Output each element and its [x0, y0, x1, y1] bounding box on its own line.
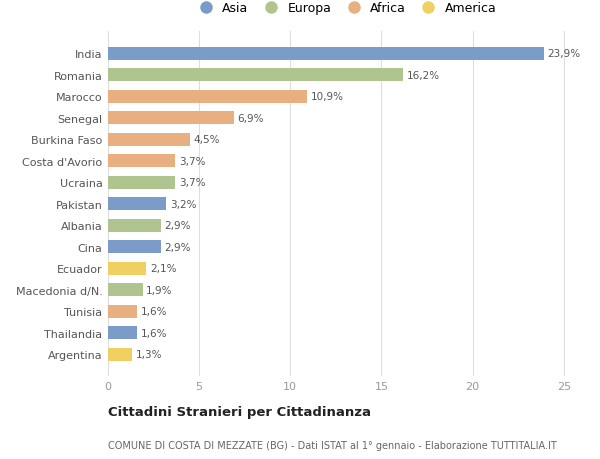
Text: 3,7%: 3,7%	[179, 157, 206, 166]
Bar	[108, 219, 161, 232]
Bar	[108, 48, 544, 61]
Text: 1,6%: 1,6%	[141, 328, 167, 338]
Text: 2,9%: 2,9%	[164, 242, 191, 252]
Bar	[108, 305, 137, 318]
Text: 2,1%: 2,1%	[150, 263, 176, 274]
Text: 1,3%: 1,3%	[136, 349, 162, 359]
Bar	[108, 284, 143, 297]
Text: 3,2%: 3,2%	[170, 199, 196, 209]
Bar	[108, 262, 146, 275]
Bar	[108, 155, 175, 168]
Text: 3,7%: 3,7%	[179, 178, 206, 188]
Text: 10,9%: 10,9%	[310, 92, 343, 102]
Text: 16,2%: 16,2%	[407, 71, 440, 81]
Text: 6,9%: 6,9%	[238, 113, 264, 123]
Text: 1,9%: 1,9%	[146, 285, 173, 295]
Legend: Asia, Europa, Africa, America: Asia, Europa, Africa, America	[188, 0, 502, 20]
Text: 23,9%: 23,9%	[547, 49, 580, 59]
Bar	[108, 69, 403, 82]
Bar	[108, 326, 137, 339]
Bar	[108, 134, 190, 146]
Text: 4,5%: 4,5%	[194, 135, 220, 145]
Text: 1,6%: 1,6%	[141, 307, 167, 316]
Text: COMUNE DI COSTA DI MEZZATE (BG) - Dati ISTAT al 1° gennaio - Elaborazione TUTTIT: COMUNE DI COSTA DI MEZZATE (BG) - Dati I…	[108, 440, 557, 450]
Bar	[108, 348, 132, 361]
Bar	[108, 198, 166, 211]
Bar	[108, 176, 175, 189]
Text: 2,9%: 2,9%	[164, 221, 191, 231]
Text: Cittadini Stranieri per Cittadinanza: Cittadini Stranieri per Cittadinanza	[108, 405, 371, 418]
Bar	[108, 112, 234, 125]
Bar	[108, 241, 161, 253]
Bar	[108, 90, 307, 104]
